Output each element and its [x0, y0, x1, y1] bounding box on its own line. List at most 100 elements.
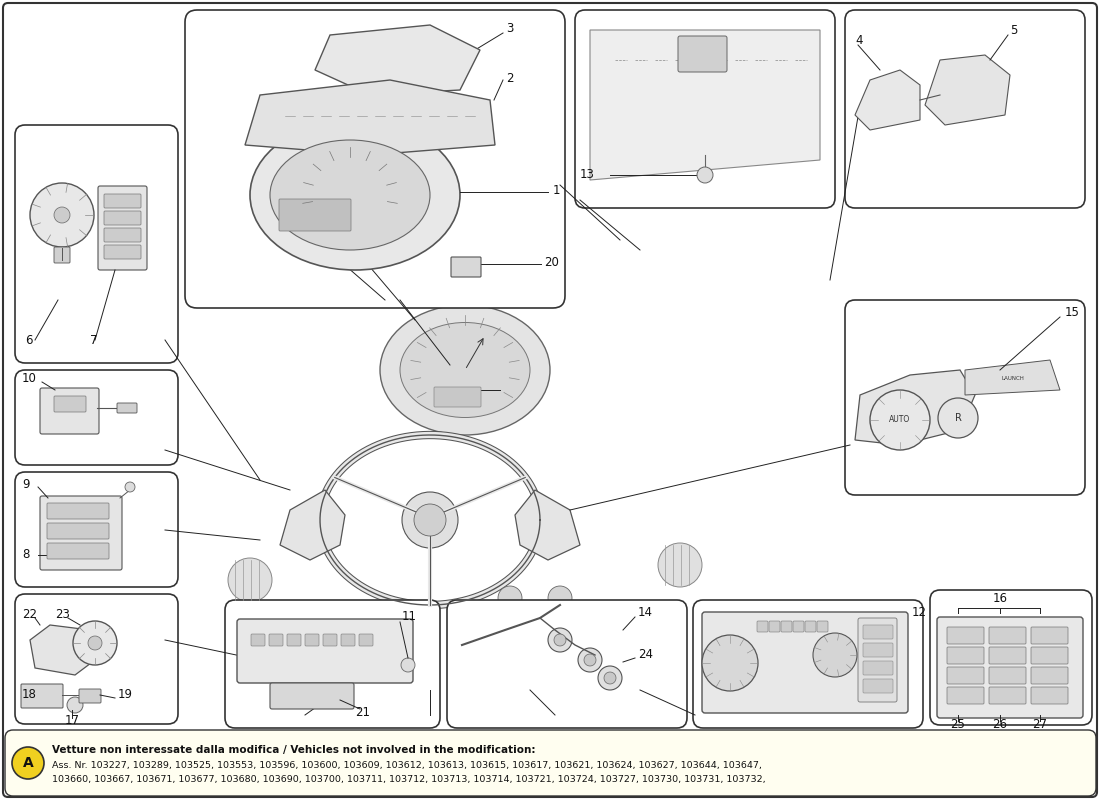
Polygon shape: [160, 620, 850, 690]
Text: 11: 11: [402, 610, 417, 623]
Text: 4: 4: [855, 34, 862, 46]
Text: 27: 27: [1033, 718, 1047, 731]
FancyBboxPatch shape: [937, 617, 1084, 718]
Polygon shape: [855, 370, 975, 445]
FancyBboxPatch shape: [858, 618, 896, 702]
Circle shape: [414, 504, 446, 536]
FancyBboxPatch shape: [305, 634, 319, 646]
FancyBboxPatch shape: [279, 199, 351, 231]
Circle shape: [402, 492, 458, 548]
Circle shape: [54, 207, 70, 223]
Text: LAUNCH: LAUNCH: [1002, 375, 1024, 381]
FancyBboxPatch shape: [864, 679, 893, 693]
FancyBboxPatch shape: [236, 619, 412, 683]
FancyBboxPatch shape: [817, 621, 828, 632]
Circle shape: [938, 398, 978, 438]
FancyBboxPatch shape: [1031, 647, 1068, 664]
Text: Passione: Passione: [528, 362, 752, 518]
Text: 19: 19: [118, 689, 133, 702]
FancyBboxPatch shape: [930, 590, 1092, 725]
FancyBboxPatch shape: [769, 621, 780, 632]
Text: 22: 22: [22, 607, 37, 621]
Text: 7: 7: [90, 334, 98, 346]
FancyBboxPatch shape: [104, 194, 141, 208]
FancyBboxPatch shape: [104, 211, 141, 225]
Ellipse shape: [250, 120, 460, 270]
Text: 12: 12: [912, 606, 927, 618]
Ellipse shape: [379, 305, 550, 435]
Polygon shape: [245, 80, 495, 155]
FancyBboxPatch shape: [47, 523, 109, 539]
Text: 25: 25: [950, 718, 966, 731]
Polygon shape: [925, 55, 1010, 125]
FancyBboxPatch shape: [15, 370, 178, 465]
Circle shape: [598, 666, 622, 690]
FancyBboxPatch shape: [54, 247, 70, 263]
Text: 14: 14: [638, 606, 653, 618]
FancyBboxPatch shape: [864, 643, 893, 657]
Text: 103660, 103667, 103671, 103677, 103680, 103690, 103700, 103711, 103712, 103713, : 103660, 103667, 103671, 103677, 103680, …: [52, 775, 766, 784]
FancyBboxPatch shape: [323, 634, 337, 646]
FancyBboxPatch shape: [845, 10, 1085, 208]
FancyBboxPatch shape: [947, 667, 984, 684]
FancyBboxPatch shape: [15, 594, 178, 724]
FancyBboxPatch shape: [864, 625, 893, 639]
FancyBboxPatch shape: [845, 300, 1085, 495]
Circle shape: [548, 626, 572, 650]
FancyBboxPatch shape: [47, 503, 109, 519]
FancyBboxPatch shape: [1031, 687, 1068, 704]
Polygon shape: [515, 490, 580, 560]
Text: 24: 24: [638, 649, 653, 662]
Text: 1: 1: [553, 183, 561, 197]
Text: 26: 26: [992, 718, 1008, 731]
Polygon shape: [165, 630, 310, 715]
FancyBboxPatch shape: [989, 647, 1026, 664]
FancyBboxPatch shape: [15, 125, 178, 363]
FancyBboxPatch shape: [947, 647, 984, 664]
Circle shape: [67, 697, 82, 713]
FancyBboxPatch shape: [989, 667, 1026, 684]
Text: R: R: [955, 413, 961, 423]
FancyBboxPatch shape: [434, 387, 481, 407]
Text: 13: 13: [580, 169, 595, 182]
FancyBboxPatch shape: [989, 627, 1026, 644]
Circle shape: [73, 621, 117, 665]
Text: 5: 5: [1010, 23, 1018, 37]
FancyBboxPatch shape: [447, 600, 688, 728]
Circle shape: [228, 558, 272, 602]
Text: Ass. Nr. 103227, 103289, 103525, 103553, 103596, 103600, 103609, 103612, 103613,: Ass. Nr. 103227, 103289, 103525, 103553,…: [52, 761, 762, 770]
Polygon shape: [165, 600, 220, 715]
FancyBboxPatch shape: [47, 543, 109, 559]
FancyBboxPatch shape: [6, 730, 1096, 796]
FancyBboxPatch shape: [757, 621, 768, 632]
FancyBboxPatch shape: [226, 600, 440, 728]
FancyBboxPatch shape: [678, 36, 727, 72]
Circle shape: [604, 672, 616, 684]
FancyBboxPatch shape: [3, 3, 1097, 797]
FancyBboxPatch shape: [793, 621, 804, 632]
Ellipse shape: [270, 140, 430, 250]
Circle shape: [125, 482, 135, 492]
Text: Vetture non interessate dalla modifica / Vehicles not involved in the modificati: Vetture non interessate dalla modifica /…: [52, 745, 536, 755]
Polygon shape: [280, 490, 345, 560]
Text: AUTO: AUTO: [890, 415, 911, 425]
Circle shape: [88, 636, 102, 650]
Circle shape: [402, 658, 415, 672]
FancyBboxPatch shape: [947, 687, 984, 704]
Polygon shape: [320, 290, 600, 440]
FancyBboxPatch shape: [989, 687, 1026, 704]
FancyBboxPatch shape: [251, 634, 265, 646]
FancyBboxPatch shape: [15, 472, 178, 587]
Circle shape: [12, 747, 44, 779]
Text: 6: 6: [25, 334, 33, 346]
Circle shape: [584, 654, 596, 666]
Text: since 1985: since 1985: [513, 267, 847, 493]
FancyBboxPatch shape: [104, 228, 141, 242]
FancyBboxPatch shape: [864, 661, 893, 675]
FancyBboxPatch shape: [79, 689, 101, 703]
Polygon shape: [965, 360, 1060, 395]
Text: dal: dal: [552, 486, 607, 534]
Circle shape: [658, 543, 702, 587]
FancyBboxPatch shape: [270, 634, 283, 646]
Polygon shape: [315, 25, 480, 95]
